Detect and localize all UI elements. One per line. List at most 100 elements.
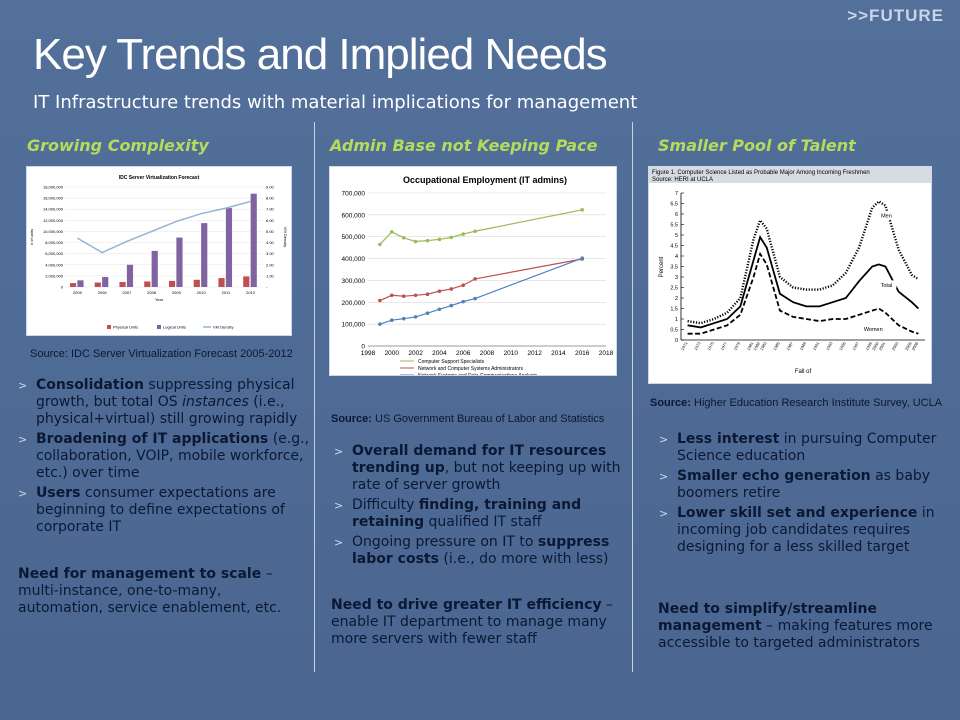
data-point bbox=[461, 232, 465, 236]
x-tick-label: 1983 bbox=[759, 340, 768, 351]
x-tick-label: 1999 bbox=[864, 340, 873, 351]
data-point bbox=[461, 283, 465, 288]
bar-logical-units bbox=[225, 208, 233, 287]
legend-entry: VM Density bbox=[213, 325, 233, 330]
list-item: Lower skill set and experience in incomi… bbox=[659, 505, 941, 556]
list-item: Consolidation suppressing physical growt… bbox=[18, 377, 310, 428]
y-tick-label: 2.5 bbox=[670, 286, 678, 292]
chart-subtitle: Source: HERI at UCLA bbox=[652, 177, 713, 183]
y2-axis-label: VM Density bbox=[283, 227, 288, 247]
x-tick-label: 1985 bbox=[772, 340, 781, 351]
bar-logical-units bbox=[201, 223, 208, 287]
y-tick-label: 6 bbox=[675, 212, 678, 218]
legend-entry: Network and Computer Systems Administrat… bbox=[418, 366, 524, 372]
bar-physical-units bbox=[243, 276, 250, 287]
y-tick-label: 4 bbox=[675, 254, 678, 260]
x-tick-label: 2008 bbox=[147, 290, 157, 295]
x-axis-label: Fall of bbox=[795, 369, 812, 375]
x-tick-label: 1975 bbox=[706, 340, 715, 351]
legend-swatch bbox=[157, 325, 161, 329]
series-label-box bbox=[876, 280, 897, 289]
x-tick-label: 2006 bbox=[456, 350, 471, 357]
column-divider bbox=[314, 122, 315, 672]
x-tick-label: 2008 bbox=[480, 350, 495, 357]
chart-source: Source: Higher Education Research Instit… bbox=[650, 397, 943, 409]
list-item: Smaller echo generation as baby boomers … bbox=[659, 468, 941, 502]
series-line bbox=[379, 257, 583, 325]
chart-panel-virtualization: IDC Server Virtualization Forecast 18,000… bbox=[26, 166, 292, 336]
virtualization-forecast-chart: IDC Server Virtualization Forecast 18,000… bbox=[29, 175, 288, 330]
x-tick-label: 1993 bbox=[825, 340, 834, 351]
y-tick-label: 4.5 bbox=[670, 244, 678, 250]
bar-logical-units bbox=[102, 277, 109, 287]
x-tick-label: 1971 bbox=[680, 340, 689, 351]
y-tick-label: 4,000,000 bbox=[45, 262, 64, 267]
data-point bbox=[378, 242, 382, 247]
y-tick-label: 200,000 bbox=[342, 300, 366, 307]
list-item: Less interest in pursuing Computer Scien… bbox=[659, 431, 941, 465]
x-tick-label: 2002 bbox=[408, 350, 423, 357]
series-line bbox=[379, 258, 583, 302]
x-tick-label: 2010 bbox=[197, 290, 207, 295]
x-tick-label: 2018 bbox=[599, 350, 614, 357]
data-point bbox=[437, 307, 442, 312]
series-label-box bbox=[863, 324, 884, 333]
y2-tick-label: 8.00 bbox=[266, 196, 275, 201]
data-point bbox=[390, 293, 394, 298]
series-label: Men bbox=[881, 214, 892, 220]
bar-physical-units bbox=[69, 283, 77, 287]
y-tick-label: 18,000,000 bbox=[43, 185, 64, 190]
data-point bbox=[378, 298, 382, 303]
bar-physical-units bbox=[119, 282, 126, 287]
page-subtitle: IT Infrastructure trends with material i… bbox=[33, 92, 638, 113]
bullet-list: Consolidation suppressing physical growt… bbox=[18, 377, 310, 539]
chart-source: Source: IDC Server Virtualization Foreca… bbox=[30, 348, 293, 360]
page-title: Key Trends and Implied Needs bbox=[33, 30, 608, 79]
y-tick-label: 300,000 bbox=[342, 278, 366, 285]
data-point bbox=[425, 311, 430, 316]
data-point bbox=[473, 296, 477, 301]
y-tick-label: 8,000,000 bbox=[45, 240, 64, 245]
bullet-list: Less interest in pursuing Computer Scien… bbox=[659, 431, 941, 559]
x-tick-label: 1989 bbox=[798, 340, 807, 351]
x-tick-label: 2007 bbox=[122, 290, 132, 295]
data-point bbox=[437, 237, 442, 242]
data-point bbox=[390, 230, 394, 234]
x-tick-label: 2012 bbox=[527, 350, 542, 357]
chart-title: Occupational Employment (IT admins) bbox=[403, 175, 567, 185]
x-tick-label: 2016 bbox=[575, 350, 590, 357]
bar-physical-units bbox=[218, 278, 225, 287]
series-line bbox=[687, 234, 920, 329]
x-tick-label: 2004 bbox=[432, 350, 447, 357]
column-heading-talent: Smaller Pool of Talent bbox=[658, 136, 856, 155]
y-tick-label: 100,000 bbox=[342, 322, 366, 329]
y-tick-label: 14,000,000 bbox=[43, 207, 64, 212]
y-tick-label: 12,000,000 bbox=[43, 218, 64, 223]
series-line bbox=[687, 251, 919, 335]
series-line bbox=[379, 209, 583, 245]
need-statement: Need to simplify/streamline management –… bbox=[658, 601, 933, 651]
chart-title: IDC Server Virtualization Forecast bbox=[119, 175, 200, 181]
x-axis-label: Year bbox=[155, 297, 164, 302]
bullet-list: Overall demand for IT resources trending… bbox=[334, 443, 624, 571]
x-tick-label: 2000 bbox=[871, 340, 880, 351]
y-tick-label: 0.5 bbox=[670, 328, 678, 334]
data-point bbox=[449, 303, 454, 308]
chart-source: Source: US Government Bureau of Labor an… bbox=[331, 413, 605, 425]
column-heading-complexity: Growing Complexity bbox=[27, 136, 209, 155]
x-tick-label: 1973 bbox=[693, 340, 702, 351]
bar-logical-units bbox=[77, 280, 84, 287]
y-tick-label: 10,000,000 bbox=[43, 229, 64, 234]
need-statement: Need for management to scale – multi-ins… bbox=[18, 566, 282, 616]
data-point bbox=[425, 238, 430, 243]
legend-entry: Physical Units bbox=[113, 325, 138, 330]
chart-panel-employment: Occupational Employment (IT admins) 700,0… bbox=[329, 166, 617, 379]
x-tick-label: 1987 bbox=[785, 340, 794, 351]
y-tick-label: 0 bbox=[61, 285, 64, 290]
x-tick-label: 2010 bbox=[504, 350, 519, 357]
y2-tick-label: 7.00 bbox=[266, 207, 275, 212]
bar-physical-units bbox=[94, 282, 101, 287]
x-tick-label: 2009 bbox=[172, 290, 182, 295]
x-tick-label: 2014 bbox=[551, 350, 566, 357]
y2-tick-label: 1.00 bbox=[266, 273, 275, 278]
